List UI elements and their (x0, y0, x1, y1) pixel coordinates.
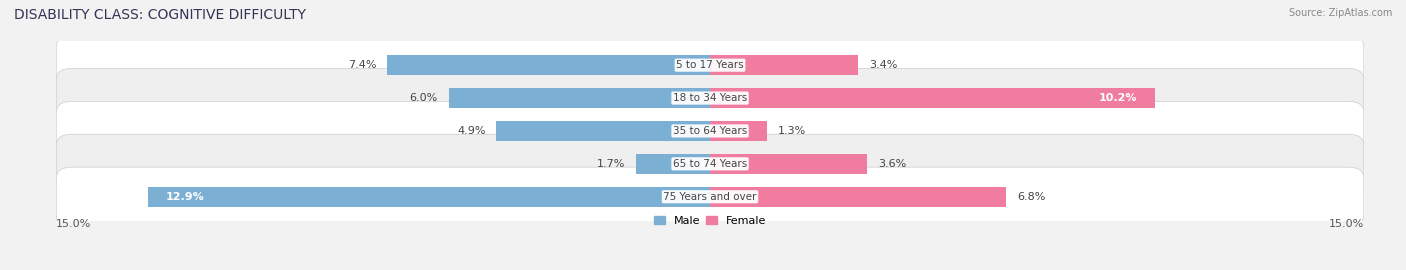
Text: 1.7%: 1.7% (596, 159, 626, 169)
Text: 10.2%: 10.2% (1098, 93, 1137, 103)
Text: 75 Years and over: 75 Years and over (664, 192, 756, 202)
Bar (148, 187, 710, 207)
Text: 7.4%: 7.4% (349, 60, 377, 70)
FancyBboxPatch shape (56, 101, 1364, 161)
Bar (710, 154, 868, 174)
Text: DISABILITY CLASS: COGNITIVE DIFFICULTY: DISABILITY CLASS: COGNITIVE DIFFICULTY (14, 8, 307, 22)
Bar (710, 121, 766, 141)
FancyBboxPatch shape (56, 134, 1364, 193)
Text: 35 to 64 Years: 35 to 64 Years (673, 126, 747, 136)
Bar (388, 55, 710, 75)
Bar (710, 88, 1154, 108)
Text: 3.6%: 3.6% (877, 159, 905, 169)
FancyBboxPatch shape (56, 167, 1364, 226)
Text: Source: ZipAtlas.com: Source: ZipAtlas.com (1288, 8, 1392, 18)
Bar (496, 121, 710, 141)
Text: 65 to 74 Years: 65 to 74 Years (673, 159, 747, 169)
Bar (710, 55, 858, 75)
Text: 12.9%: 12.9% (166, 192, 204, 202)
FancyBboxPatch shape (56, 36, 1364, 95)
Text: 5 to 17 Years: 5 to 17 Years (676, 60, 744, 70)
Text: 15.0%: 15.0% (56, 219, 91, 229)
Text: 3.4%: 3.4% (869, 60, 897, 70)
Text: 6.8%: 6.8% (1018, 192, 1046, 202)
Text: 18 to 34 Years: 18 to 34 Years (673, 93, 747, 103)
Text: 6.0%: 6.0% (409, 93, 437, 103)
Legend: Male, Female: Male, Female (650, 211, 770, 230)
Text: 15.0%: 15.0% (1329, 219, 1364, 229)
Bar (449, 88, 710, 108)
Bar (710, 187, 1007, 207)
FancyBboxPatch shape (56, 69, 1364, 128)
Bar (636, 154, 710, 174)
Text: 1.3%: 1.3% (778, 126, 806, 136)
Text: 4.9%: 4.9% (457, 126, 485, 136)
